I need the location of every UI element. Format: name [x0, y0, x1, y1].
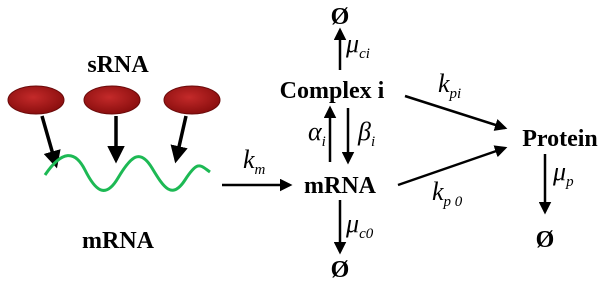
mrna-wave [45, 156, 210, 191]
rate-subscript: m [255, 162, 266, 178]
rate-label: μc0 [345, 209, 374, 242]
rate-label: αi [308, 117, 326, 150]
rate-subscript: i [371, 134, 375, 150]
rate-subscript: p 0 [443, 194, 463, 210]
rate-symbol: k [432, 177, 444, 206]
rate-subscript: i [322, 134, 326, 150]
rate-symbol: k [243, 145, 255, 174]
rate-subscript: ci [359, 46, 370, 62]
arrow [398, 148, 505, 185]
diagram: sRNA mRNA Ø Complex i mRNA Protein Ø Ø k… [0, 0, 611, 284]
rate-symbol: μ [345, 29, 359, 58]
arrow [42, 116, 56, 165]
rate-label: kp 0 [432, 177, 463, 210]
rate-symbol: k [438, 69, 450, 98]
rate-label: μp [552, 157, 574, 190]
rate-label: βi [357, 117, 375, 150]
protein-node: Protein [522, 126, 598, 152]
srna-blob [84, 86, 140, 114]
rate-subscript: c0 [359, 226, 374, 242]
srna-blob [164, 86, 220, 114]
srna-label: sRNA [87, 52, 149, 78]
rate-label: kpi [438, 69, 461, 102]
srna-blob [8, 86, 64, 114]
arrow [176, 116, 186, 160]
rate-subscript: pi [449, 86, 462, 102]
decay-node: Ø [331, 4, 350, 30]
rate-symbol: μ [345, 209, 359, 238]
mrna-node: mRNA [304, 173, 377, 199]
rate-label: μci [345, 29, 370, 62]
rate-subscript: p [565, 174, 574, 190]
complex-node: Complex i [280, 78, 385, 104]
rate-symbol: μ [552, 157, 566, 186]
rate-symbol: β [357, 117, 371, 146]
rate-label: km [243, 145, 266, 178]
mrna-label: mRNA [82, 228, 155, 254]
decay-node: Ø [536, 227, 555, 253]
decay-node: Ø [331, 257, 350, 283]
